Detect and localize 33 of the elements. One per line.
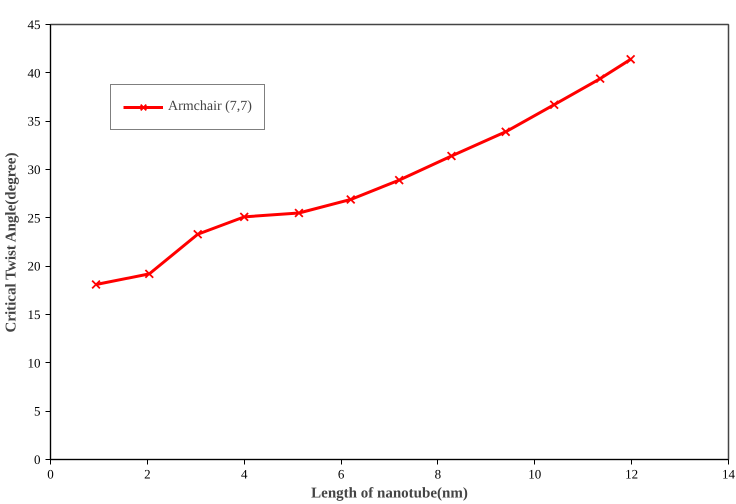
point xyxy=(500,127,511,137)
x-tick-label: 6 xyxy=(338,466,345,482)
point xyxy=(626,54,636,64)
point xyxy=(294,208,304,218)
y-axis-title: Critical Twist Angle(degree) xyxy=(4,152,20,333)
x-tick-label: 14 xyxy=(722,466,736,482)
x-tick-label: 4 xyxy=(240,466,248,482)
x-tick-label: 2 xyxy=(144,466,151,482)
y-tick-label: 20 xyxy=(28,258,40,274)
y-tick-label: 10 xyxy=(28,355,40,370)
y-tick-label: 45 xyxy=(28,17,40,32)
y-tick-label: 35 xyxy=(28,114,40,129)
x-tick-label: 0 xyxy=(47,466,54,482)
point xyxy=(346,194,356,204)
point xyxy=(394,175,404,185)
point xyxy=(192,229,203,240)
y-tick-label: 30 xyxy=(28,162,40,177)
point xyxy=(144,269,154,279)
y-tick-label: 25 xyxy=(28,210,40,226)
y-tick-label: 15 xyxy=(28,307,40,322)
point xyxy=(91,280,101,290)
y-tick-label: 5 xyxy=(34,404,40,419)
point xyxy=(549,100,559,110)
y-tick-label: 40 xyxy=(28,65,40,80)
x-tick-label: 12 xyxy=(625,466,638,482)
x-axis-title: Length of nanotube(nm) xyxy=(311,486,468,502)
legend-label: Armchair (7,7) xyxy=(168,99,252,115)
point xyxy=(446,151,456,161)
x-tick-label: 10 xyxy=(528,466,542,482)
x-tick-label: 8 xyxy=(434,466,442,482)
y-tick-label: 0 xyxy=(34,452,40,467)
point xyxy=(239,212,250,222)
point xyxy=(595,74,605,84)
